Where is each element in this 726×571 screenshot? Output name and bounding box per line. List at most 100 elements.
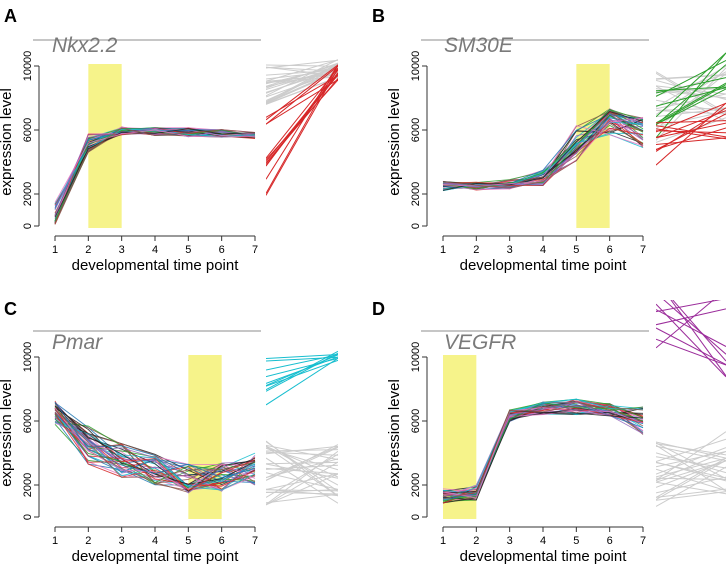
side-line: [656, 444, 726, 492]
series-line: [442, 108, 644, 190]
gene-title: VEGFR: [444, 331, 516, 354]
y-tick-label: 6000: [22, 118, 34, 142]
side-line: [266, 66, 338, 72]
side-line: [266, 461, 338, 506]
side-line: [266, 62, 338, 89]
y-tick-label: 10000: [22, 51, 34, 82]
x-tick-label: 2: [85, 244, 91, 256]
side-line: [656, 99, 726, 113]
series-line: [442, 112, 644, 191]
x-tick-label: 6: [219, 244, 225, 256]
x-tick-label: 3: [507, 244, 513, 256]
side-line: [266, 76, 338, 105]
series-line: [54, 407, 256, 487]
y-tick-label: 2000: [22, 182, 34, 206]
side-line: [656, 452, 726, 474]
side-line: [266, 359, 338, 387]
series-line: [54, 129, 256, 203]
side-line: [266, 357, 338, 406]
side-line: [656, 462, 726, 479]
side-line: [656, 300, 715, 349]
series-line: [54, 407, 256, 490]
y-tick-label: 6000: [22, 409, 34, 433]
side-panel: [656, 52, 726, 166]
series-line: [54, 127, 256, 215]
side-line: [266, 493, 338, 504]
side-line: [656, 84, 726, 125]
panel-d: D 0 2000 6000 10000 expression level 1 2 3 4 5 6 7 de…: [372, 299, 726, 565]
side-line: [656, 445, 726, 462]
series-line: [54, 127, 256, 216]
side-line: [670, 300, 726, 377]
side-line: [656, 88, 726, 125]
side-line: [266, 461, 338, 465]
y-axis-label: expression level: [0, 379, 15, 487]
x-tick-label: 5: [573, 535, 579, 547]
x-tick-label: 7: [640, 244, 646, 256]
x-axis-label: developmental time point: [460, 257, 628, 274]
series-line: [54, 127, 256, 208]
side-line: [266, 354, 338, 359]
side-line: [266, 350, 338, 391]
series-line: [442, 398, 644, 501]
series-line: [442, 401, 644, 497]
x-tick-label: 1: [440, 535, 446, 547]
side-line: [656, 327, 726, 366]
x-tick-label: 5: [185, 244, 191, 256]
y-tick-label: 2000: [410, 182, 422, 206]
side-line: [266, 71, 338, 104]
series-line: [54, 128, 256, 205]
x-tick-label: 2: [473, 244, 479, 256]
x-tick-label: 7: [640, 535, 646, 547]
x-tick-label: 7: [252, 535, 258, 547]
series-line: [442, 122, 644, 189]
side-line: [266, 463, 338, 479]
x-tick-label: 3: [119, 535, 125, 547]
side-line: [266, 75, 338, 118]
y-tick-label: 0: [22, 223, 34, 229]
panel-letter: D: [372, 299, 385, 319]
side-line: [266, 447, 338, 481]
panel-letter: A: [4, 6, 17, 26]
series-line: [54, 412, 256, 487]
x-axis-label: developmental time point: [460, 548, 628, 565]
side-line: [266, 65, 338, 85]
series-line: [54, 400, 256, 488]
side-line: [656, 65, 726, 108]
side-line: [266, 64, 338, 67]
x-tick-label: 6: [607, 244, 613, 256]
x-tick-label: 4: [540, 244, 546, 256]
side-line: [656, 137, 726, 145]
side-line: [266, 444, 338, 461]
series-line: [442, 111, 644, 191]
side-line: [656, 127, 726, 150]
x-tick-label: 4: [152, 535, 158, 547]
side-line: [266, 464, 338, 470]
panel-letter: B: [372, 6, 385, 26]
y-tick-label: 10000: [410, 342, 422, 373]
series-line: [442, 127, 644, 187]
side-panel: [266, 59, 338, 196]
side-line: [663, 300, 726, 355]
y-tick-label: 0: [410, 223, 422, 229]
series-line: [54, 421, 256, 491]
series-line: [54, 412, 256, 491]
side-line: [656, 300, 722, 313]
side-panel: [656, 300, 726, 507]
x-tick-label: 1: [52, 244, 58, 256]
y-tick-label: 0: [410, 514, 422, 520]
side-line: [656, 74, 726, 80]
x-tick-label: 6: [607, 535, 613, 547]
series-line: [54, 126, 256, 205]
y-tick-label: 6000: [410, 409, 422, 433]
series-line: [54, 128, 256, 218]
series-line: [442, 409, 644, 501]
side-line: [656, 82, 726, 124]
gene-title: Nkx2.2: [52, 34, 118, 57]
side-line: [266, 489, 338, 493]
series-line: [54, 418, 256, 489]
series-line: [442, 407, 644, 499]
series-line: [442, 115, 644, 186]
side-line: [656, 120, 726, 124]
